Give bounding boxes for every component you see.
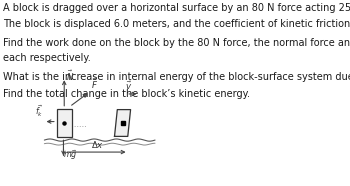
Text: Find the total change in the block’s kinetic energy.: Find the total change in the block’s kin… bbox=[3, 89, 250, 99]
Bar bbox=[57, 109, 72, 137]
Text: $m\vec{g}$: $m\vec{g}$ bbox=[63, 148, 77, 162]
Text: $\vec{f_k}$: $\vec{f_k}$ bbox=[35, 103, 43, 119]
Text: each respectively.: each respectively. bbox=[3, 53, 91, 63]
Text: $\vec{F}$: $\vec{F}$ bbox=[91, 77, 98, 91]
Polygon shape bbox=[114, 110, 131, 136]
Text: $\vec{N}$: $\vec{N}$ bbox=[66, 69, 74, 83]
Text: What is the increase in internal energy of the block-surface system due to frict: What is the increase in internal energy … bbox=[3, 72, 350, 82]
Text: The block is displaced 6.0 meters, and the coefficient of kinetic friction is 0.: The block is displaced 6.0 meters, and t… bbox=[3, 19, 350, 29]
Text: Find the work done on the block by the 80 N force, the normal force and gravitat: Find the work done on the block by the 8… bbox=[3, 38, 350, 48]
Text: A block is dragged over a horizontal surface by an 80 N force acting 25° above t: A block is dragged over a horizontal sur… bbox=[3, 4, 350, 13]
Text: $\vec{v}$: $\vec{v}$ bbox=[125, 80, 132, 92]
Text: $\Delta x$: $\Delta x$ bbox=[91, 139, 105, 150]
